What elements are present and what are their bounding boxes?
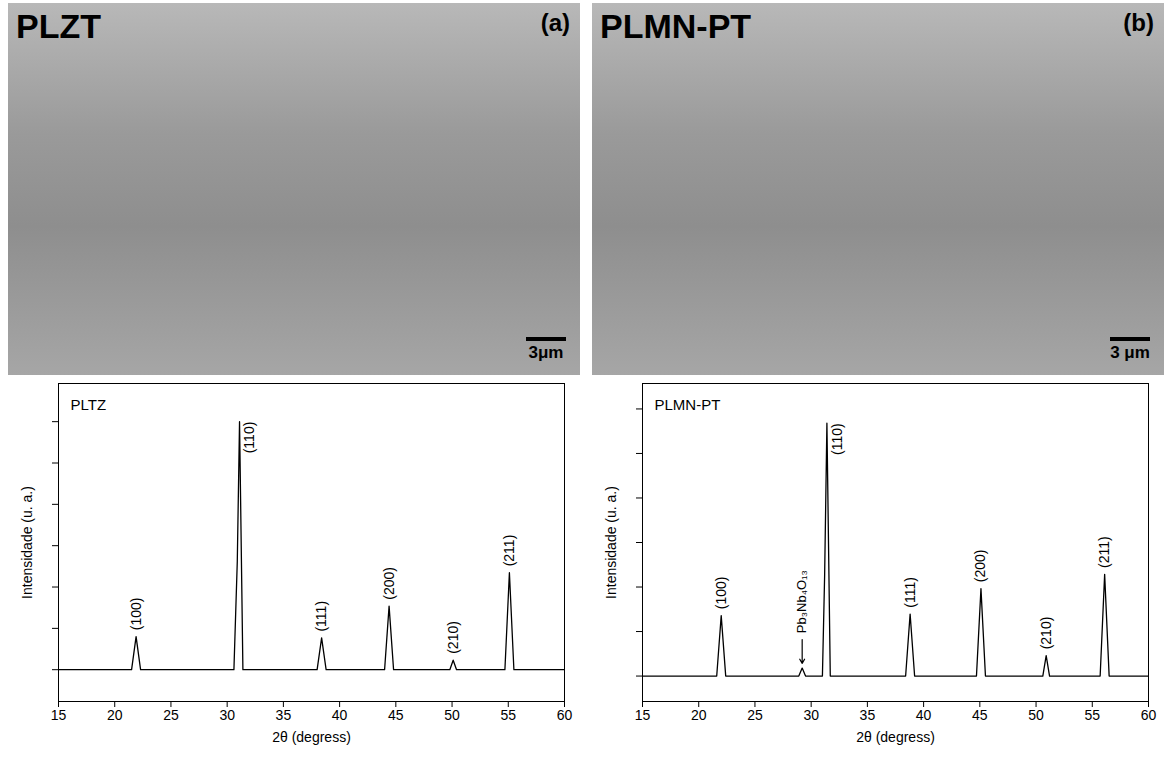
svg-text:15: 15 — [51, 707, 67, 723]
svg-text:20: 20 — [107, 707, 123, 723]
html-text:PLZT: PLZT — [16, 7, 101, 45]
svg-text:60: 60 — [1141, 707, 1157, 723]
svg-text:(111): (111) — [902, 577, 918, 608]
svg-text:(100): (100) — [128, 598, 144, 631]
svg-text:55: 55 — [500, 707, 516, 723]
svg-text:30: 30 — [803, 707, 819, 723]
html-text:3 μm: 3 μm — [1110, 343, 1150, 362]
svg-text:(111): (111) — [313, 601, 329, 632]
svg-text:25: 25 — [163, 707, 179, 723]
svg-text:PLMN-PT: PLMN-PT — [655, 396, 721, 413]
svg-text:50: 50 — [1028, 707, 1044, 723]
svg-text:45: 45 — [972, 707, 988, 723]
svg-text:2θ (degress): 2θ (degress) — [856, 729, 935, 745]
svg-text:45: 45 — [388, 707, 404, 723]
svg-text:(110): (110) — [829, 423, 845, 455]
svg-text:50: 50 — [444, 707, 460, 723]
svg-text:Intensidade (u. a.): Intensidade (u. a.) — [19, 486, 35, 599]
svg-text:(200): (200) — [381, 567, 397, 600]
svg-text:35: 35 — [276, 707, 292, 723]
svg-text:(211): (211) — [1096, 536, 1112, 568]
svg-text:(211): (211) — [501, 535, 517, 567]
svg-text:60: 60 — [557, 707, 573, 723]
svg-text:35: 35 — [860, 707, 876, 723]
svg-text:Intensidade (u. a.): Intensidade (u. a.) — [603, 486, 619, 599]
svg-text:55: 55 — [1084, 707, 1100, 723]
svg-text:Pb₃Nb₄O₁₃: Pb₃Nb₄O₁₃ — [794, 570, 809, 633]
svg-text:25: 25 — [747, 707, 763, 723]
svg-text:15: 15 — [635, 707, 651, 723]
svg-text:(100): (100) — [713, 577, 729, 610]
svg-text:20: 20 — [691, 707, 707, 723]
svg-text:40: 40 — [332, 707, 348, 723]
html-text:3μm: 3μm — [528, 343, 564, 362]
svg-text:(110): (110) — [241, 422, 257, 454]
svg-text:40: 40 — [916, 707, 932, 723]
html-text:(a): (a) — [540, 9, 570, 36]
svg-text:PLTZ: PLTZ — [71, 396, 107, 413]
svg-text:(210): (210) — [1038, 617, 1054, 650]
html-text:PLMN-PT: PLMN-PT — [600, 7, 752, 45]
svg-text:(210): (210) — [445, 621, 461, 654]
svg-text:30: 30 — [219, 707, 235, 723]
html-text:(b): (b) — [1123, 9, 1154, 36]
svg-text:(200): (200) — [972, 550, 988, 583]
svg-text:2θ (degress): 2θ (degress) — [272, 729, 351, 745]
